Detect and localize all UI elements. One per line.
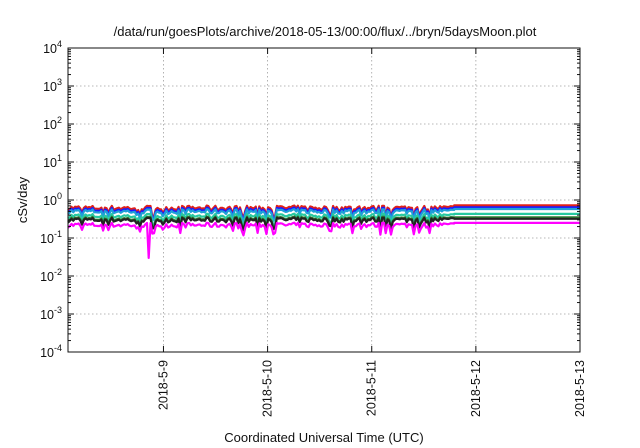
y-tick-label: 101 xyxy=(43,153,62,170)
series-line xyxy=(67,221,580,259)
chart-title: /data/run/goesPlots/archive/2018-05-13/0… xyxy=(114,24,537,39)
y-tick-label: 10-3 xyxy=(40,305,62,322)
x-tick-label: 2018-5-12 xyxy=(469,360,483,417)
grid xyxy=(68,48,580,352)
y-tick-label: 102 xyxy=(43,115,62,132)
x-tick-label: 2018-5-10 xyxy=(261,360,275,417)
series-line xyxy=(67,212,580,228)
x-tick-label: 2018-5-11 xyxy=(365,360,379,416)
y-tick-label: 10-2 xyxy=(40,267,62,284)
series-line xyxy=(67,204,580,220)
x-tick-label: 2018-5-9 xyxy=(156,360,170,410)
series-layer xyxy=(67,204,580,259)
y-tick-label: 104 xyxy=(43,39,62,56)
y-tick-label: 10-1 xyxy=(40,229,62,246)
y-tick-label: 10-4 xyxy=(40,343,62,360)
x-tick-label: 2018-5-13 xyxy=(573,360,587,417)
y-tick-label: 100 xyxy=(43,191,62,208)
ticks: 10-4 10-3 10-2 10-1 100 101 102 103 104 2018-5-9 2… xyxy=(40,39,587,417)
y-axis-label: cSv/day xyxy=(15,176,30,223)
y-tick-label: 103 xyxy=(43,77,62,94)
x-axis-label: Coordinated Universal Time (UTC) xyxy=(224,430,423,445)
series-line xyxy=(67,207,580,223)
series-line xyxy=(67,216,580,232)
